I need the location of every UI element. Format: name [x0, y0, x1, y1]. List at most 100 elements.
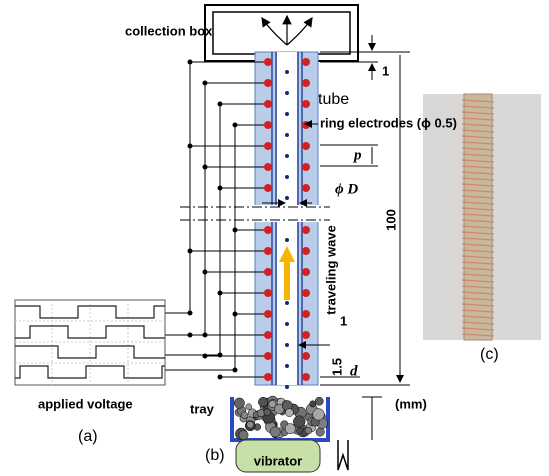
grain — [313, 409, 325, 421]
label: applied voltage — [38, 396, 133, 411]
electrode — [302, 310, 310, 318]
grain — [247, 421, 254, 428]
electrode — [302, 100, 310, 108]
junction — [233, 312, 238, 317]
grain — [285, 409, 293, 417]
particle — [285, 238, 289, 242]
electrode — [264, 100, 272, 108]
electrode — [264, 226, 272, 234]
label: tube — [318, 91, 349, 108]
grain — [264, 409, 271, 416]
electrode — [264, 247, 272, 255]
vibration-symbol — [338, 440, 348, 470]
particle — [285, 154, 289, 158]
particle — [285, 175, 289, 179]
particle — [285, 385, 289, 389]
junction — [203, 165, 208, 170]
grain — [239, 430, 248, 439]
electrode — [264, 184, 272, 192]
electrode — [302, 268, 310, 276]
label: collection box — [125, 23, 213, 38]
grain — [241, 412, 248, 419]
particle — [285, 70, 289, 74]
label: d — [350, 363, 358, 379]
particle — [285, 112, 289, 116]
particle — [285, 343, 289, 347]
grain — [316, 428, 324, 436]
junction — [203, 333, 208, 338]
electrode — [264, 289, 272, 297]
junction — [188, 249, 193, 254]
label: (c) — [480, 346, 499, 363]
collection-box-inner — [213, 12, 350, 54]
junction — [218, 186, 223, 191]
figure: collection box 1 tube ring electrodes (ϕ… — [0, 0, 549, 476]
junction — [233, 368, 238, 373]
label: vibrator — [254, 453, 302, 468]
label: p — [352, 147, 362, 163]
junction — [188, 144, 193, 149]
electrode — [302, 163, 310, 171]
junction — [218, 291, 223, 296]
particle — [285, 196, 289, 200]
electrode — [302, 58, 310, 66]
junction — [218, 375, 223, 380]
junction — [233, 123, 238, 128]
particle — [285, 364, 289, 368]
electrode — [264, 121, 272, 129]
particle — [285, 301, 289, 305]
grain — [285, 424, 295, 434]
electrode — [302, 184, 310, 192]
electrode — [264, 310, 272, 318]
label: (a) — [78, 428, 98, 445]
electrode — [302, 352, 310, 360]
junction — [233, 228, 238, 233]
grain — [293, 416, 305, 428]
junction — [188, 333, 193, 338]
label: ring electrodes (ϕ 0.5) — [320, 115, 457, 130]
grain — [305, 427, 312, 434]
junction — [203, 354, 208, 359]
label: 1 — [340, 313, 347, 328]
electrode — [302, 121, 310, 129]
electrode — [302, 142, 310, 150]
electrode — [264, 268, 272, 276]
grain — [234, 398, 244, 408]
electrode — [264, 373, 272, 381]
grain — [297, 428, 303, 434]
grain — [258, 397, 268, 407]
electrode — [302, 79, 310, 87]
electrode — [264, 142, 272, 150]
particle — [285, 91, 289, 95]
label: (b) — [205, 447, 225, 464]
junction — [218, 102, 223, 107]
particle — [285, 133, 289, 137]
electrode — [302, 289, 310, 297]
electrode — [302, 331, 310, 339]
grain — [269, 400, 276, 407]
label: ϕ D — [335, 181, 358, 197]
electrode — [264, 79, 272, 87]
junction — [203, 81, 208, 86]
electrode — [264, 58, 272, 66]
label: traveling wave — [323, 225, 338, 315]
label: (mm) — [395, 396, 427, 411]
grain — [310, 401, 316, 407]
break — [180, 205, 330, 222]
junction — [188, 60, 193, 65]
junction — [203, 270, 208, 275]
particle — [285, 322, 289, 326]
junction — [218, 353, 223, 358]
label: 1 — [382, 63, 389, 78]
grain — [257, 409, 264, 416]
electrode — [302, 247, 310, 255]
label: 100 — [383, 209, 398, 231]
junction — [188, 311, 193, 316]
electrode — [302, 373, 310, 381]
electrode — [302, 226, 310, 234]
grain — [315, 397, 323, 405]
label: 1.5 — [329, 358, 344, 376]
particles — [234, 396, 327, 440]
electrode — [264, 331, 272, 339]
electrode — [264, 163, 272, 171]
